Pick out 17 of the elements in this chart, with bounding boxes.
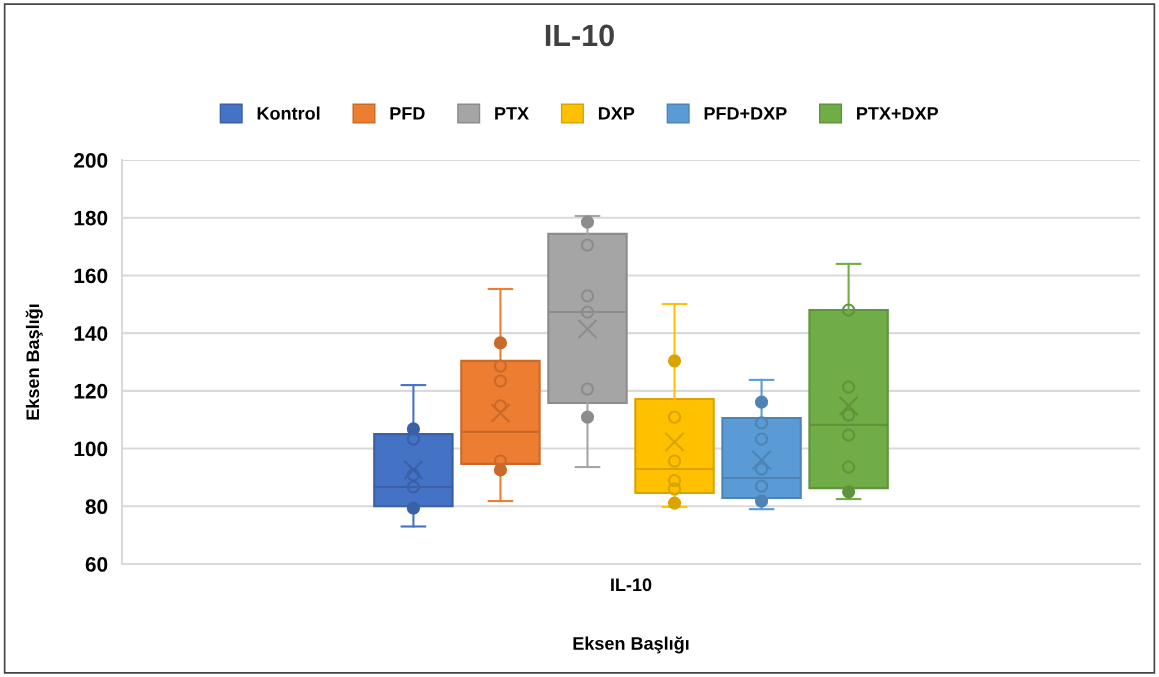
- legend-label: PTX+DXP: [857, 107, 939, 120]
- y-tick-label: 140: [74, 326, 108, 341]
- legend-label: PTX: [495, 107, 529, 120]
- legend-label: Kontrol: [257, 106, 320, 120]
- legend-label: PFD: [390, 107, 425, 120]
- legend-label: DXP: [598, 107, 635, 120]
- y-tick-label: 120: [74, 383, 108, 399]
- legend-label: PFD+DXP: [704, 107, 787, 120]
- y-tick-label: 60: [85, 557, 108, 572]
- x-axis-title: Eksen Başlığı: [573, 636, 689, 654]
- y-tick-label: 160: [74, 268, 108, 284]
- y-tick-label: 100: [74, 441, 108, 457]
- y-tick-label: 80: [85, 499, 108, 515]
- chart-title: IL-10: [545, 24, 614, 47]
- y-tick-label: 200: [74, 153, 108, 168]
- y-axis-title: Eksen Başlığı: [25, 304, 43, 420]
- y-tick-label: 180: [74, 210, 108, 226]
